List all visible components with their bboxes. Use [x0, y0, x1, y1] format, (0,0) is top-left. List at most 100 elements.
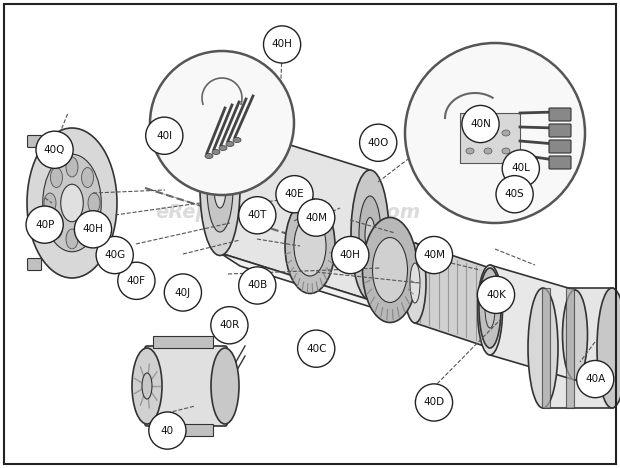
Circle shape	[239, 197, 276, 234]
Ellipse shape	[410, 263, 420, 303]
Circle shape	[496, 176, 533, 213]
Ellipse shape	[66, 229, 78, 249]
Ellipse shape	[477, 265, 502, 355]
Ellipse shape	[484, 148, 492, 154]
FancyBboxPatch shape	[153, 424, 213, 436]
Ellipse shape	[466, 148, 474, 154]
Ellipse shape	[61, 184, 83, 222]
Text: 40E: 40E	[285, 189, 304, 199]
Polygon shape	[490, 265, 575, 380]
Text: 40M: 40M	[423, 250, 445, 260]
FancyBboxPatch shape	[542, 288, 550, 408]
Text: 40H: 40H	[82, 224, 104, 234]
Ellipse shape	[484, 130, 492, 136]
Text: 40P: 40P	[35, 219, 55, 230]
Ellipse shape	[373, 237, 407, 302]
Ellipse shape	[200, 120, 240, 256]
Circle shape	[276, 176, 313, 213]
Ellipse shape	[466, 130, 474, 136]
FancyBboxPatch shape	[549, 156, 571, 169]
Ellipse shape	[66, 157, 78, 177]
Text: 40: 40	[161, 425, 174, 436]
Text: 40D: 40D	[423, 397, 445, 408]
Text: 40Q: 40Q	[44, 145, 65, 155]
FancyBboxPatch shape	[27, 258, 42, 271]
Circle shape	[415, 384, 453, 421]
Ellipse shape	[214, 168, 226, 208]
Text: 40F: 40F	[127, 276, 146, 286]
Ellipse shape	[479, 268, 501, 348]
Ellipse shape	[528, 288, 558, 408]
Polygon shape	[220, 253, 390, 313]
Ellipse shape	[597, 288, 620, 408]
Text: 40B: 40B	[247, 280, 267, 291]
Ellipse shape	[294, 216, 326, 276]
Circle shape	[415, 236, 453, 274]
Circle shape	[74, 211, 112, 248]
Text: 40A: 40A	[585, 374, 605, 384]
FancyBboxPatch shape	[549, 140, 571, 153]
Ellipse shape	[285, 198, 335, 293]
Text: 40O: 40O	[368, 138, 389, 148]
Polygon shape	[220, 123, 370, 300]
Text: 40R: 40R	[219, 320, 239, 330]
Circle shape	[211, 307, 248, 344]
Text: 40J: 40J	[175, 287, 191, 298]
FancyBboxPatch shape	[153, 336, 213, 348]
Ellipse shape	[27, 128, 117, 278]
Text: 40M: 40M	[305, 212, 327, 223]
Ellipse shape	[502, 148, 510, 154]
Ellipse shape	[359, 196, 381, 274]
Circle shape	[164, 274, 202, 311]
Circle shape	[118, 262, 155, 300]
Circle shape	[239, 267, 276, 304]
Ellipse shape	[82, 168, 94, 188]
Text: 40L: 40L	[512, 163, 530, 174]
Circle shape	[26, 206, 63, 243]
Ellipse shape	[485, 288, 495, 328]
Ellipse shape	[50, 168, 63, 188]
Ellipse shape	[211, 348, 239, 424]
Circle shape	[264, 26, 301, 63]
FancyBboxPatch shape	[566, 288, 574, 408]
Ellipse shape	[351, 170, 389, 300]
Ellipse shape	[207, 144, 233, 232]
Ellipse shape	[205, 154, 213, 159]
Text: 40G: 40G	[104, 250, 125, 260]
Text: 40H: 40H	[272, 39, 293, 50]
FancyBboxPatch shape	[145, 346, 227, 426]
Circle shape	[146, 117, 183, 154]
Circle shape	[462, 105, 499, 143]
Circle shape	[502, 150, 539, 187]
Ellipse shape	[363, 218, 417, 322]
Text: 40T: 40T	[247, 210, 267, 220]
Circle shape	[36, 131, 73, 168]
FancyBboxPatch shape	[27, 135, 42, 147]
Text: eReplacementParts.com: eReplacementParts.com	[155, 203, 420, 222]
Circle shape	[298, 330, 335, 367]
Ellipse shape	[44, 193, 56, 213]
Ellipse shape	[404, 243, 426, 323]
Circle shape	[577, 360, 614, 398]
Circle shape	[360, 124, 397, 161]
Ellipse shape	[142, 373, 152, 399]
FancyBboxPatch shape	[543, 288, 613, 408]
Circle shape	[150, 51, 294, 195]
Ellipse shape	[88, 193, 100, 213]
Text: 40I: 40I	[156, 131, 172, 141]
FancyBboxPatch shape	[549, 108, 571, 121]
Ellipse shape	[219, 146, 227, 151]
Circle shape	[96, 236, 133, 274]
Circle shape	[298, 199, 335, 236]
Ellipse shape	[212, 149, 220, 154]
Circle shape	[477, 276, 515, 314]
Ellipse shape	[43, 154, 101, 252]
Circle shape	[405, 43, 585, 223]
FancyBboxPatch shape	[460, 113, 520, 163]
Ellipse shape	[50, 219, 63, 239]
Ellipse shape	[502, 130, 510, 136]
Text: 40N: 40N	[470, 119, 491, 129]
Ellipse shape	[562, 290, 588, 380]
Text: 40H: 40H	[340, 250, 361, 260]
FancyBboxPatch shape	[549, 124, 571, 137]
